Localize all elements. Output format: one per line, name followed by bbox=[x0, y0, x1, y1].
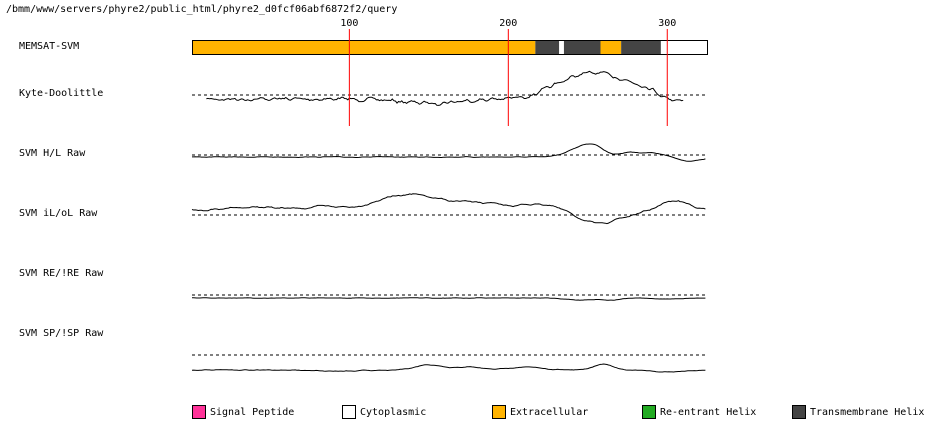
track-label-svm-reire: SVM RE/!RE Raw bbox=[19, 268, 104, 279]
track-label-memsat: MEMSAT-SVM bbox=[19, 41, 80, 52]
profile-trace-kd bbox=[206, 70, 684, 106]
profile-tracks bbox=[191, 70, 707, 373]
ruler-tick-label-300: 300 bbox=[658, 18, 676, 29]
legend-extracellular: Extracellular bbox=[492, 404, 588, 420]
legend-transmembrane-helix: Transmembrane Helix bbox=[792, 404, 924, 420]
memsat-segment-transmembrane bbox=[621, 40, 661, 55]
memsat-segment-extracellular bbox=[192, 40, 536, 55]
legend-signal-peptide: Signal Peptide bbox=[192, 404, 294, 420]
legend-swatch-extracellular bbox=[492, 405, 506, 419]
query-path: /bmm/www/servers/phyre2/public_html/phyr… bbox=[6, 4, 398, 15]
legend-label-transmembrane: Transmembrane Helix bbox=[810, 406, 925, 418]
legend-label-reentrant: Re-entrant Helix bbox=[660, 406, 757, 418]
legend-swatch-transmembrane bbox=[792, 405, 806, 419]
legend-cytoplasmic: Cytoplasmic bbox=[342, 404, 426, 420]
ruler-tick-label-100: 100 bbox=[340, 18, 358, 29]
legend-swatch-cytoplasmic bbox=[342, 405, 356, 419]
memsat-segment-cytoplasmic bbox=[559, 40, 564, 55]
track-label-svm-iloll: SVM iL/oL Raw bbox=[19, 208, 98, 219]
track-label-kyte-doolittle: Kyte-Doolittle bbox=[19, 88, 104, 99]
memsat-bar-outline bbox=[192, 40, 708, 55]
legend-swatch-reentrant bbox=[642, 405, 656, 419]
legend-label-extracellular: Extracellular bbox=[510, 406, 589, 418]
profile-trace-hl bbox=[192, 143, 706, 162]
memsat-segment-transmembrane bbox=[535, 40, 560, 55]
profile-trace-reire bbox=[192, 297, 706, 301]
memsat-segment-transmembrane bbox=[563, 40, 601, 55]
legend-label-signal: Signal Peptide bbox=[210, 406, 295, 418]
legend-swatch-signal bbox=[192, 405, 206, 419]
profile-trace-spisp bbox=[191, 363, 706, 373]
ruler: 100 200 300 bbox=[340, 18, 676, 126]
legend-reentrant-helix: Re-entrant Helix bbox=[642, 404, 756, 420]
memsat-track bbox=[192, 40, 708, 55]
track-label-svm-spisp: SVM SP/!SP Raw bbox=[19, 328, 104, 339]
profile-trace-iloll bbox=[191, 193, 706, 225]
legend-label-cytoplasmic: Cytoplasmic bbox=[360, 406, 427, 418]
memsat-segment-cytoplasmic bbox=[660, 40, 707, 55]
ruler-tick-label-200: 200 bbox=[499, 18, 517, 29]
track-label-svm-hl: SVM H/L Raw bbox=[19, 148, 86, 159]
memsat-segment-extracellular bbox=[600, 40, 622, 55]
